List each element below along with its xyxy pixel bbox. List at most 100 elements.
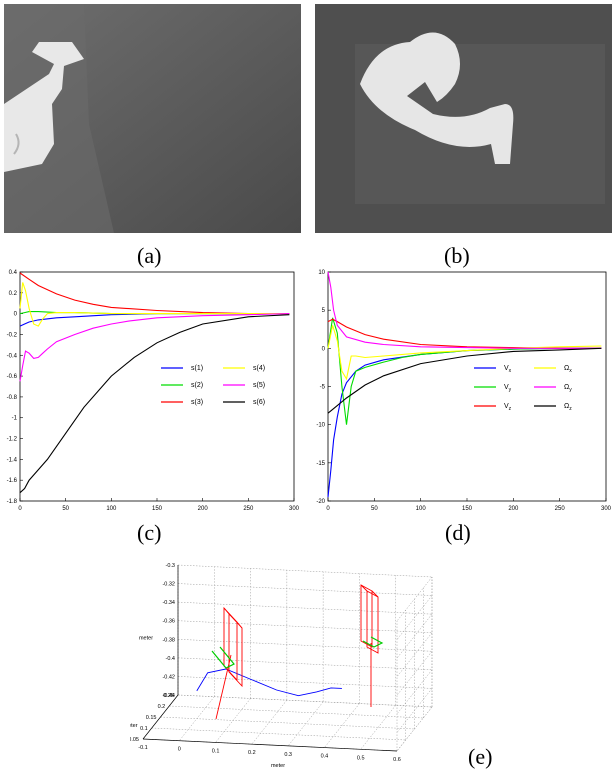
chart-c-x-tick-label: 250 [243,506,254,512]
caption-a: (a) [137,243,162,268]
chart-c-legend-label: s(6) [253,399,265,406]
chart-c-x-tick-label: 100 [106,506,117,512]
chart-c-x-tick-label: 150 [152,506,163,512]
chart-d-series-line [327,271,602,349]
chart-d-legend-label: Vx [504,365,512,374]
chart-c-y-tick-label: -1.4 [7,457,18,463]
chart-e-camera-axis-green [211,646,235,669]
chart-e-gridline [177,639,433,652]
chart-e: -0.100.10.20.30.40.50.60.050.10.150.20.2… [130,563,433,769]
chart-d-legend-label: Ωx [564,365,572,374]
chart-c-x-tick-label: 0 [18,506,22,512]
chart-d-x-tick-label: 150 [462,506,473,512]
caption-b: (b) [444,243,470,268]
chart-e-z-tick-label: -0.4 [166,656,175,662]
chart-d-y-tick-label: 0 [322,346,326,352]
chart-d-y-tick-label: -15 [316,461,325,467]
chart-e-z-tick-label: -0.32 [162,582,175,588]
chart-e-z-tick-label: -0.42 [162,674,175,680]
caption-c: (c) [137,520,162,545]
chart-e-x-tick-label: 0.4 [321,754,329,760]
chart-d-legend-label: Vy [504,384,512,393]
chart-c-y-tick-label: 0 [14,312,18,318]
chart-d-x-tick-label: 50 [371,506,378,512]
chart-c-series-line [19,272,290,315]
chart-d-x-tick-label: 0 [326,506,330,512]
chart-e-xlabel: meter [271,763,285,769]
chart-c-legend-label: s(5) [253,382,265,389]
chart-d-x-tick-label: 100 [416,506,427,512]
chart-c-legend [155,358,270,414]
chart-e-gridline [324,703,360,748]
chart-c-y-tick-label: -1 [12,416,18,422]
chart-e-y-tick-label: 0.1 [140,726,148,732]
chart-e-camera-axis [215,654,232,720]
chart-d-series-line [327,347,602,414]
chart-e-x-tick-label: 0.5 [357,755,365,761]
chart-d: 0 50 100 150 200 250 3001050-5-10-15-20VxVyVzΩ… [316,270,612,512]
chart-e-x-tick-label: 0.6 [393,757,401,763]
chart-c-y-tick-label: -0.2 [7,332,18,338]
chart-e-y-tick-label: 0.25 [163,693,174,699]
chart-d-x-tick-label: 300 [601,506,612,512]
chart-e-gridline [169,705,424,719]
chart-e-z-tick-label: -0.36 [162,619,175,625]
chart-d-legend-label: Vz [504,403,512,412]
chart-c-x-tick-label: 300 [289,506,300,512]
chart-c-y-tick-label: 0.2 [9,291,18,297]
chart-c-x-tick-label: 200 [198,506,209,512]
chart-e-z-tick-label: -0.38 [162,637,175,643]
caption-e: (e) [468,744,493,769]
chart-e-trajectory [196,668,342,697]
photo-b [315,4,612,233]
chart-e-camera-axis-green [362,636,384,648]
chart-c-y-tick-label: -1.2 [7,437,18,443]
chart-c-series-line [19,313,290,382]
chart-d-x-tick-label: 250 [555,506,566,512]
chart-c-y-tick-label: -0.4 [7,353,18,359]
chart-e-gridline [177,620,433,633]
chart-e-y-tick-label: 0.05 [130,737,139,743]
chart-d-y-tick-label: -20 [316,499,325,505]
chart-e-camera-frame-end [360,584,379,654]
chart-e-x-tick-label: 0 [178,747,181,753]
chart-e-gridline [160,716,415,730]
chart-e-ylabel: meter [130,723,138,729]
chart-e-camera-frame-start [223,606,243,688]
chart-c-series-line [19,282,290,327]
chart-d-y-tick-label: -10 [316,423,325,429]
chart-e-gridline [177,676,433,689]
chart-e-x-tick-label: 0.3 [284,752,292,758]
chart-e-gridline [396,651,433,696]
chart-e-gridline [177,657,433,671]
chart-e-zlabel: meter [139,635,153,641]
chart-c: 0 50 100 150 200 250 300 0.4 0.2 0 -0.2 -0.4 -0.6 -0.… [7,270,300,512]
chart-e-x-tick-label: 0.2 [248,750,256,756]
chart-e-y-tick-label: 0.15 [146,715,157,721]
chart-c-x-tick-label: 50 [62,506,69,512]
chart-d-legend-label: Ωz [564,403,572,412]
chart-e-gridline [177,564,433,578]
chart-e-y-tick-label: 0.2 [158,704,166,710]
chart-d-legend-label: Ωy [564,384,572,393]
chart-d-x-tick-label: 200 [508,506,519,512]
chart-c-legend-label: s(2) [191,382,203,389]
chart-e-gridline [177,601,433,615]
photo-b-image [315,4,612,233]
chart-e-gridline [396,632,433,677]
chart-e-gridline [177,583,433,596]
chart-e-axis-line [142,694,179,740]
caption-d: (d) [445,520,471,545]
chart-d-y-tick-label: -5 [320,385,326,391]
chart-d-y-tick-label: 10 [318,270,325,276]
chart-c-y-tick-label: 0.4 [9,270,18,276]
chart-e-x-tick-label: 0.1 [212,748,220,754]
chart-c-legend-label: s(3) [191,399,203,406]
chart-e-x-tick-label: -0.1 [138,745,147,751]
chart-c-y-tick-label: -1.8 [7,499,18,505]
chart-e-z-tick-label: -0.3 [166,563,175,569]
chart-c-series-line [19,314,290,494]
chart-c-y-tick-label: -0.6 [7,374,18,380]
chart-e-gridline [360,705,396,750]
chart-e-gridline [396,613,433,659]
